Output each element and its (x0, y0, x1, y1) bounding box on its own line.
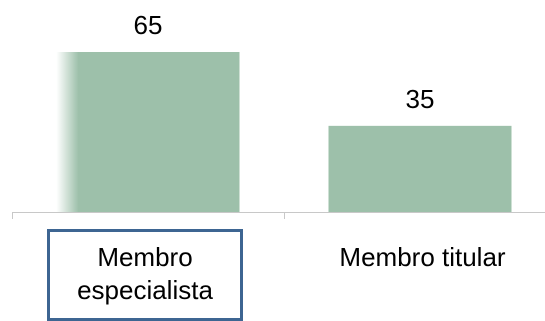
data-label-membro-especialista: 65 (133, 10, 163, 40)
category-label-line-2: especialista (77, 275, 213, 305)
category-label-membro-titular: Membro titular (339, 242, 506, 272)
category-label-membro-especialista: Membro especialista (47, 241, 243, 307)
bar-membro-titular (328, 125, 512, 212)
data-label-membro-titular: 35 (405, 83, 435, 114)
bar-membro-especialista (56, 52, 240, 212)
category-label-line-1: Membro (97, 242, 193, 272)
